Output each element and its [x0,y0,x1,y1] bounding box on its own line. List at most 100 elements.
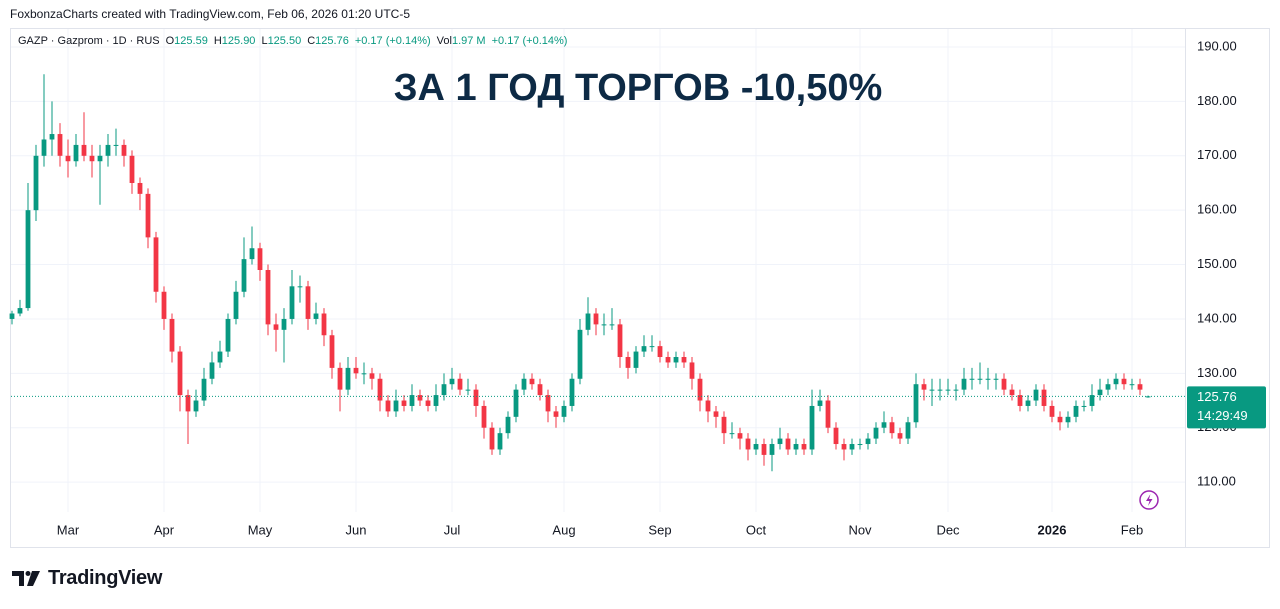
candle-body [929,389,935,391]
candle-body [473,389,479,406]
candle-body [41,139,47,156]
candle-body [593,313,599,325]
candle-body [817,400,823,406]
candle-body [881,422,887,428]
alert-bolt [1146,494,1153,506]
candle-body [401,400,407,406]
candle-body [673,357,679,363]
candle-body [745,438,751,450]
candle-body [337,367,343,390]
countdown-label: 14:29:49 [1197,408,1248,423]
candle-body [1089,395,1095,406]
candle-body [513,389,519,417]
alert-icon [1139,490,1159,510]
candle-body [1025,400,1031,406]
candle-body [569,378,575,406]
candle-body [793,444,799,450]
candle-body [969,378,975,380]
candle-body [561,405,567,417]
candle-body [321,313,327,336]
candle-body [697,378,703,401]
candle-body [377,378,383,401]
candle-body [705,400,711,412]
candle-body [385,400,391,412]
grid [11,29,1185,512]
candle-body [457,378,463,390]
y-tick-label: 180.00 [1197,93,1237,108]
candle-body [417,395,423,401]
ohlc: O125.59 H125.90 L125.50 C125.76 [166,35,349,47]
x-tick-label: Feb [1121,522,1143,537]
y-tick-label: 190.00 [1197,38,1237,53]
x-tick-label: Dec [936,522,960,537]
candle-body [81,144,87,156]
x-tick-label: Apr [154,522,175,537]
candle-body [393,400,399,412]
candle-body [809,405,815,450]
last-price-label: 125.76 [1197,389,1237,404]
ohlc-item: C125.76 [307,35,349,47]
candle-body [521,378,527,390]
candle-body [489,427,495,450]
candle-body [297,286,303,288]
logo-part [12,571,24,586]
candle-body [505,416,511,434]
candle-body [529,378,535,385]
candle-body [185,395,191,412]
candle-body [617,324,623,358]
candle-body [761,444,767,455]
vol-title: Vol [436,35,452,47]
ohlc-label: O [165,35,175,47]
y-tick-label: 110.00 [1197,474,1236,489]
candle-body [49,134,55,140]
volume: 1.97 M [451,35,486,47]
candle-body [1049,405,1055,417]
candle-body [537,384,543,396]
candle-body [129,155,135,183]
ohlc-item: O125.59 [166,35,208,47]
candle-body [977,378,983,380]
alert-circle [1139,490,1159,510]
candle-body [345,367,351,390]
candle-body [281,318,287,330]
candle-body [777,438,783,445]
change: +0.17 (+0.14%) [354,35,431,47]
candle-body [193,400,199,412]
symbol: GAZP · Gazprom · 1D · RUS [18,35,160,47]
candle-body [249,248,255,260]
ohlc-label: L [261,35,268,47]
candle-body [161,291,167,319]
candle-body [1081,405,1087,407]
candle-body [257,248,263,270]
candle-body [209,362,215,379]
candle-body [633,351,639,368]
candle-body [553,411,559,417]
candle-body [1097,389,1103,396]
candle-body [465,389,471,391]
x-tick-label: Sep [648,522,671,537]
ohlc-item: H125.90 [214,35,256,47]
candle-body [65,155,71,162]
y-tick-label: 150.00 [1197,256,1237,271]
logo-part [27,571,40,586]
candle-body [441,384,447,396]
overlay: 110.00120.00130.00140.00150.00160.00170.… [11,38,1266,537]
credit: FoxbonzaCharts created with TradingView.… [10,7,410,21]
candle-body [1129,384,1135,386]
y-tick-label: 160.00 [1197,202,1237,217]
candle-body [609,324,615,326]
candle-body [481,405,487,428]
candle-body [177,351,183,396]
candle-body [625,357,631,368]
candle-body [641,346,647,352]
ohlc-value: 125.76 [315,35,349,47]
candle-body [857,444,863,446]
ohlc-value: 125.59 [174,35,208,47]
ohlc-value: 125.90 [221,35,256,47]
candle-body [1033,389,1039,401]
candle-body [25,210,31,309]
candle-body [97,155,103,162]
candle-body [689,362,695,379]
y-tick-label: 130.00 [1197,365,1237,380]
